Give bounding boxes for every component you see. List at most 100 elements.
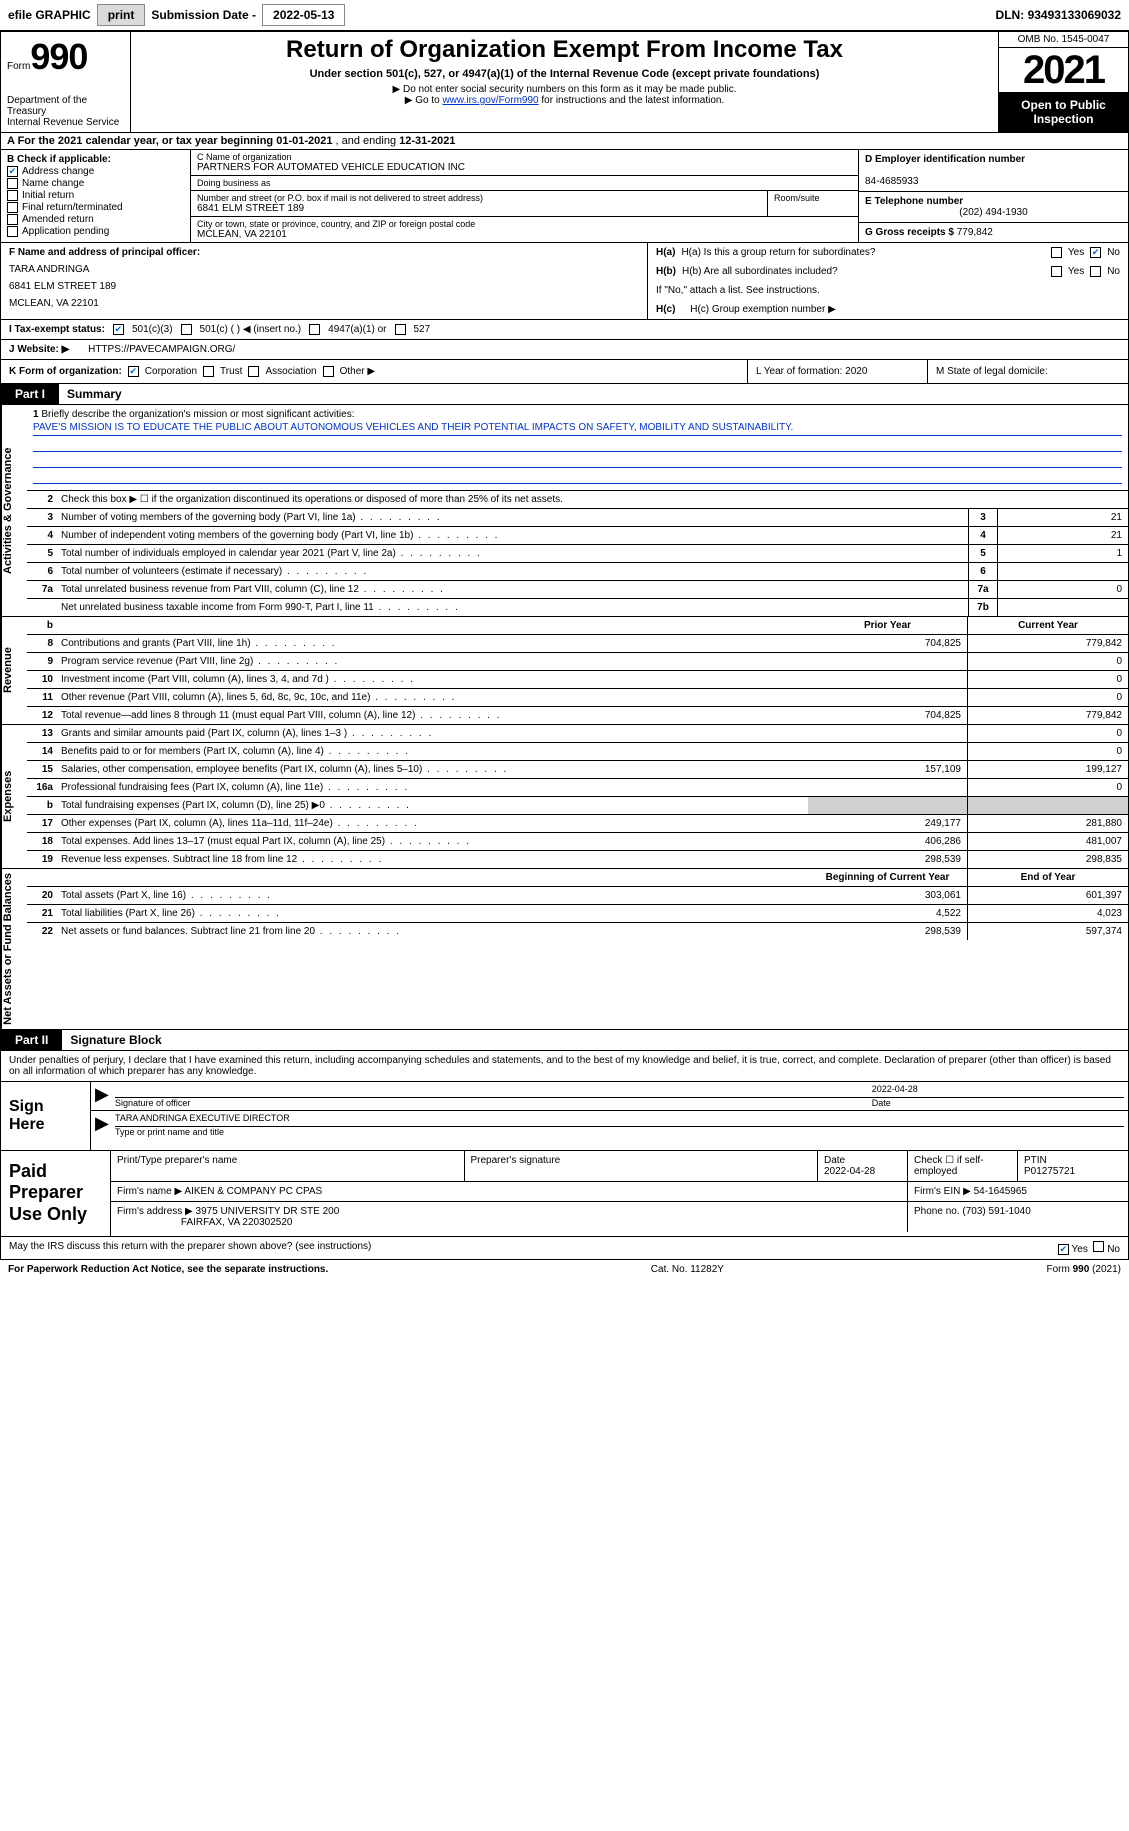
dept-treasury: Department of the TreasuryInternal Reven… (7, 95, 124, 128)
vtab-revenue: Revenue (1, 617, 27, 724)
summary-ag: Activities & Governance 1 Briefly descri… (0, 405, 1129, 617)
irs-link[interactable]: www.irs.gov/Form990 (442, 95, 538, 106)
chk-name-change[interactable] (7, 178, 18, 189)
hb-no[interactable] (1090, 266, 1101, 277)
current-val: 0 (968, 725, 1128, 742)
chk-assoc[interactable] (248, 366, 259, 377)
vtab-net-assets: Net Assets or Fund Balances (1, 869, 27, 1029)
line-text: Total number of individuals employed in … (57, 545, 968, 562)
chk-address-change[interactable] (7, 166, 18, 177)
current-val: 0 (968, 671, 1128, 688)
org-name-label: C Name of organization (197, 152, 852, 162)
street-value: 6841 ELM STREET 189 (197, 203, 761, 214)
prior-val: 298,539 (808, 923, 968, 940)
section-h-a: H(a)H(a) Is this a group return for subo… (648, 243, 1128, 262)
gross-value: 779,842 (957, 227, 993, 238)
arrow-icon: ▶ (95, 1084, 115, 1108)
ein-value: 84-4685933 (865, 176, 918, 187)
prior-val: 704,825 (808, 707, 968, 724)
prior-val (808, 779, 968, 796)
footer-right: Form 990 (2021) (1047, 1264, 1121, 1275)
line-text: Total revenue—add lines 8 through 11 (mu… (57, 707, 808, 724)
line-value: 21 (998, 527, 1128, 544)
chk-501c3[interactable] (113, 324, 124, 335)
phone-value: (202) 494-1930 (865, 207, 1122, 218)
section-i: I Tax-exempt status: 501(c)(3) 501(c) ( … (0, 320, 1129, 340)
ha-no[interactable] (1090, 247, 1101, 258)
hdr-current-year: Current Year (968, 617, 1128, 634)
line-text: Total assets (Part X, line 16) (57, 887, 808, 904)
part-1-title: Summary (59, 384, 130, 404)
line-text: Professional fundraising fees (Part IX, … (57, 779, 808, 796)
officer-name-title: TARA ANDRINGA EXECUTIVE DIRECTOR (115, 1113, 1124, 1127)
discuss-row: May the IRS discuss this return with the… (0, 1237, 1129, 1260)
current-val (968, 797, 1128, 814)
line-text: Total expenses. Add lines 13–17 (must eq… (57, 833, 808, 850)
current-val: 199,127 (968, 761, 1128, 778)
dln: DLN: 93493133069032 (996, 8, 1121, 22)
arrow-icon: ▶ (95, 1113, 115, 1137)
officer-name: TARA ANDRINGA (9, 264, 89, 275)
discuss-no[interactable] (1093, 1241, 1104, 1252)
chk-final-return[interactable] (7, 202, 18, 213)
current-val: 0 (968, 779, 1128, 796)
officer-city: MCLEAN, VA 22101 (9, 298, 99, 309)
form-number: 990 (30, 36, 87, 77)
chk-527[interactable] (395, 324, 406, 335)
line-text: Number of voting members of the governin… (57, 509, 968, 526)
line-text: Program service revenue (Part VIII, line… (57, 653, 808, 670)
summary-net-assets: Net Assets or Fund Balances Beginning of… (0, 869, 1129, 1030)
form-title: Return of Organization Exempt From Incom… (139, 36, 990, 64)
ptin-value: P01275721 (1024, 1166, 1075, 1177)
hb-yes[interactable] (1051, 266, 1062, 277)
firm-addr2: FAIRFAX, VA 220302520 (181, 1217, 293, 1228)
vtab-ag: Activities & Governance (1, 405, 27, 616)
section-h-c: H(c) H(c) Group exemption number ▶ (648, 300, 1128, 319)
vtab-expenses: Expenses (1, 725, 27, 868)
line-1-brief: 1 Briefly describe the organization's mi… (27, 405, 1128, 490)
chk-4947[interactable] (309, 324, 320, 335)
phone-label: E Telephone number (865, 196, 963, 207)
chk-initial-return[interactable] (7, 190, 18, 201)
open-to-public: Open to Public Inspection (999, 92, 1128, 132)
city-label: City or town, state or province, country… (197, 219, 852, 229)
chk-corp[interactable] (128, 366, 139, 377)
section-h-b: H(b)H(b) Are all subordinates included? … (648, 262, 1128, 281)
sig-date: 2022-04-28 (872, 1084, 1124, 1098)
efile-label: efile GRAPHIC (8, 8, 91, 22)
street-label: Number and street (or P.O. box if mail i… (197, 193, 761, 203)
section-j: J Website: ▶ HTTPS://PAVECAMPAIGN.ORG/ (0, 340, 1129, 360)
officer-addr: 6841 ELM STREET 189 (9, 281, 116, 292)
subtitle-2: ▶ Do not enter social security numbers o… (139, 84, 990, 95)
summary-expenses: Expenses 13 Grants and similar amounts p… (0, 725, 1129, 869)
current-val: 481,007 (968, 833, 1128, 850)
ha-yes[interactable] (1051, 247, 1062, 258)
line-text: Investment income (Part VIII, column (A)… (57, 671, 808, 688)
line-text: Total fundraising expenses (Part IX, col… (57, 797, 808, 814)
print-button[interactable]: print (97, 4, 146, 26)
firm-addr1: 3975 UNIVERSITY DR STE 200 (196, 1206, 340, 1217)
chk-other[interactable] (323, 366, 334, 377)
chk-501c[interactable] (181, 324, 192, 335)
line-value (998, 563, 1128, 580)
section-d-e-g: D Employer identification number 84-4685… (858, 150, 1128, 242)
firm-name: AIKEN & COMPANY PC CPAS (184, 1186, 322, 1197)
line-text: Grants and similar amounts paid (Part IX… (57, 725, 808, 742)
section-c: C Name of organization PARTNERS FOR AUTO… (191, 150, 858, 242)
prior-val: 303,061 (808, 887, 968, 904)
chk-app-pending[interactable] (7, 226, 18, 237)
line-text: Net unrelated business taxable income fr… (57, 599, 968, 616)
line-text: Contributions and grants (Part VIII, lin… (57, 635, 808, 652)
discuss-yes[interactable] (1058, 1244, 1069, 1255)
prior-val: 298,539 (808, 851, 968, 868)
prep-sig-label: Preparer's signature (471, 1155, 561, 1166)
chk-amended[interactable] (7, 214, 18, 225)
city-value: MCLEAN, VA 22101 (197, 229, 852, 240)
ein-label: D Employer identification number (865, 154, 1025, 165)
prep-date: 2022-04-28 (824, 1166, 875, 1177)
chk-trust[interactable] (203, 366, 214, 377)
line-value (998, 599, 1128, 616)
line-value: 0 (998, 581, 1128, 598)
dba-label: Doing business as (197, 178, 852, 188)
line-text: Total liabilities (Part X, line 26) (57, 905, 808, 922)
